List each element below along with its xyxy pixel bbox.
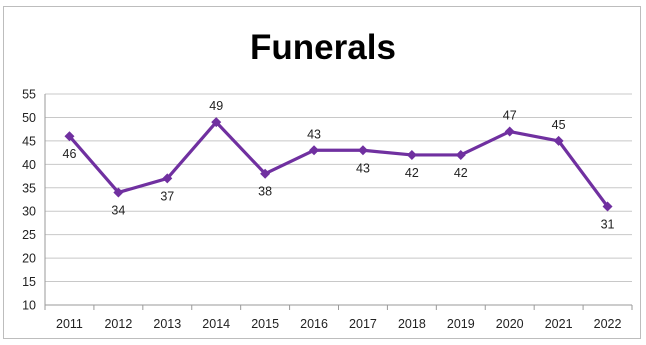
x-tick-label: 2019 bbox=[447, 317, 475, 331]
data-label: 43 bbox=[356, 161, 370, 175]
y-tick-label: 30 bbox=[22, 205, 36, 219]
data-label: 45 bbox=[552, 118, 566, 132]
y-tick-label: 10 bbox=[22, 299, 36, 313]
data-point-marker bbox=[357, 145, 368, 156]
data-point-marker bbox=[211, 117, 222, 128]
x-tick-label: 2022 bbox=[594, 317, 622, 331]
data-point-marker bbox=[309, 145, 320, 156]
data-label: 49 bbox=[209, 99, 223, 113]
x-tick-label: 2016 bbox=[300, 317, 328, 331]
data-labels: 46 34 37 49 38 43 43 42 42 47 45 31 bbox=[63, 99, 615, 231]
axes bbox=[44, 94, 633, 310]
chart-title: Funerals bbox=[250, 28, 396, 67]
x-tick-label: 2012 bbox=[104, 317, 132, 331]
data-point-marker bbox=[113, 187, 124, 198]
chart-frame bbox=[3, 6, 641, 339]
y-tick-label: 40 bbox=[22, 158, 36, 172]
data-label: 42 bbox=[405, 166, 419, 180]
data-label: 42 bbox=[454, 166, 468, 180]
data-point-marker bbox=[553, 135, 564, 146]
data-label: 38 bbox=[258, 185, 272, 199]
x-tick-label: 2014 bbox=[202, 317, 230, 331]
y-tick-label: 35 bbox=[22, 181, 36, 195]
x-tick-label: 2018 bbox=[398, 317, 426, 331]
data-label: 43 bbox=[307, 127, 321, 141]
markers bbox=[64, 117, 613, 212]
data-point-marker bbox=[406, 149, 417, 160]
data-point-marker bbox=[602, 201, 613, 212]
y-tick-label: 50 bbox=[22, 111, 36, 125]
x-tick-label: 2020 bbox=[496, 317, 524, 331]
data-label: 31 bbox=[601, 218, 615, 232]
x-tick-label: 2017 bbox=[349, 317, 377, 331]
x-tick-label: 2013 bbox=[153, 317, 181, 331]
y-tick-label: 45 bbox=[22, 134, 36, 148]
y-tick-label: 25 bbox=[22, 228, 36, 242]
data-point-marker bbox=[260, 168, 271, 179]
x-tick-label: 2011 bbox=[56, 317, 83, 331]
data-point-marker bbox=[64, 131, 75, 142]
y-tick-label: 20 bbox=[22, 252, 36, 266]
y-tick-labels: 10 15 20 25 30 35 40 45 50 55 bbox=[22, 88, 36, 313]
y-tick-label: 55 bbox=[22, 88, 36, 102]
series bbox=[68, 120, 609, 208]
series-line bbox=[68, 120, 609, 208]
data-label: 46 bbox=[63, 147, 77, 161]
data-label: 34 bbox=[111, 203, 125, 217]
x-tick-label: 2015 bbox=[251, 317, 279, 331]
data-label: 47 bbox=[503, 109, 517, 123]
data-point-marker bbox=[162, 173, 173, 184]
data-label: 37 bbox=[160, 189, 174, 203]
y-tick-label: 15 bbox=[22, 275, 36, 289]
x-tick-label: 2021 bbox=[545, 317, 573, 331]
gridlines bbox=[45, 93, 632, 283]
x-tick-labels: 2011 2012 2013 2014 2015 2016 2017 2018 2019 2020… bbox=[56, 317, 621, 331]
data-point-marker bbox=[455, 149, 466, 160]
data-point-marker bbox=[504, 126, 515, 137]
